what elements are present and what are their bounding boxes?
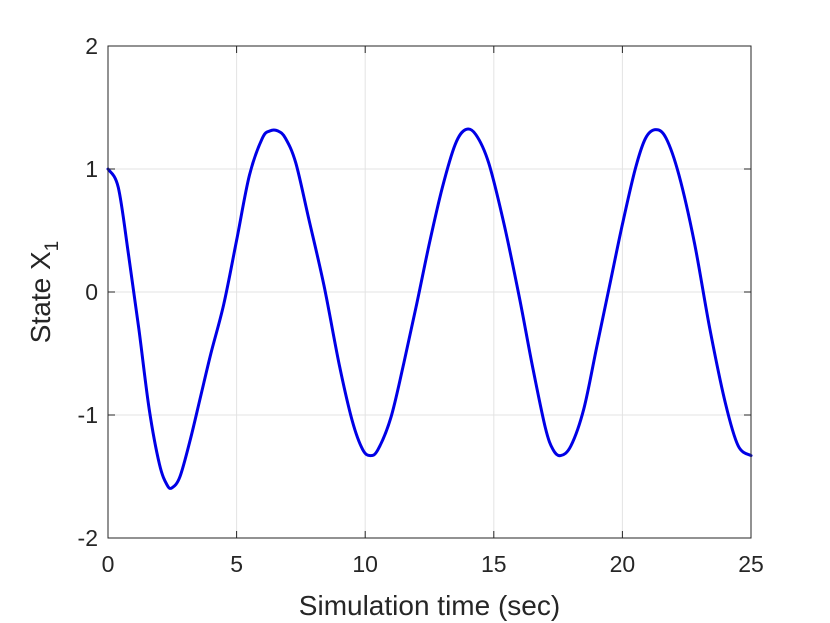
y-tick-label: 1 bbox=[85, 156, 98, 182]
y-tick-label: 0 bbox=[85, 279, 98, 305]
x-tick-label: 25 bbox=[738, 551, 764, 577]
y-axis-label-subscript: 1 bbox=[42, 241, 63, 252]
y-tick-label: -1 bbox=[78, 402, 98, 428]
x-tick-label: 20 bbox=[610, 551, 636, 577]
grid bbox=[108, 46, 751, 538]
x-tick-label: 10 bbox=[352, 551, 378, 577]
x-tick-label: 15 bbox=[481, 551, 507, 577]
x-tick-label: 5 bbox=[230, 551, 243, 577]
y-axis-label: State X1 bbox=[25, 241, 63, 343]
x-axis-label: Simulation time (sec) bbox=[299, 590, 560, 621]
series-line bbox=[106, 127, 753, 490]
tick-marks bbox=[107, 45, 752, 539]
y-tick-labels: -2 -1 0 1 2 bbox=[78, 33, 98, 551]
y-tick-label: -2 bbox=[78, 525, 98, 551]
x-tick-labels: 0 5 10 15 20 25 bbox=[102, 551, 764, 577]
y-axis-label-text: State X bbox=[25, 251, 56, 343]
x-tick-label: 0 bbox=[102, 551, 115, 577]
y-tick-label: 2 bbox=[85, 33, 98, 59]
